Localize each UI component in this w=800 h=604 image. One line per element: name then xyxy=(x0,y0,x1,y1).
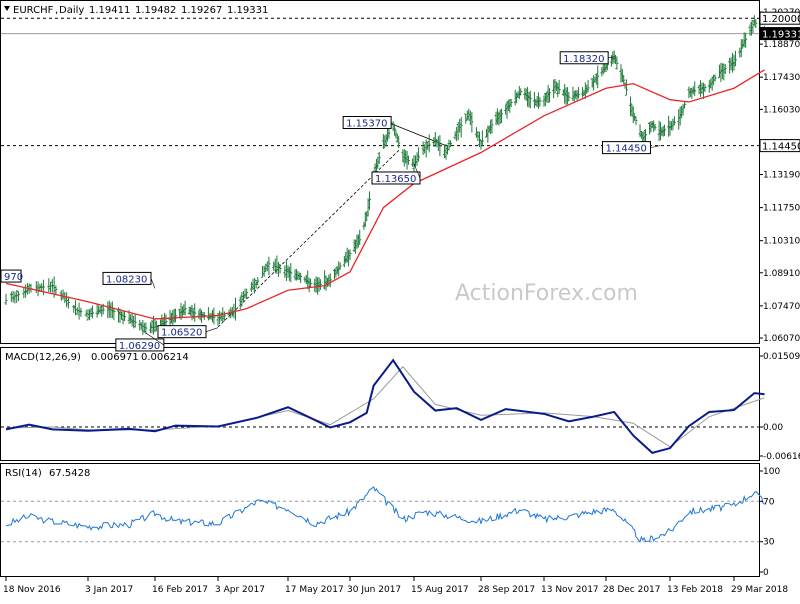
annotation-leader xyxy=(413,163,421,179)
y-tick-label: 1.17430 xyxy=(763,73,800,83)
y-tick-label: 70 xyxy=(763,497,775,507)
macd-header: MACD(12,26,9) 0.006971 0.006214 xyxy=(5,352,189,363)
annotation-label: 1.06290 xyxy=(119,341,160,352)
header-high: 1.19482 xyxy=(135,5,176,16)
x-tick-label: 13 Nov 2017 xyxy=(541,585,599,595)
price-tag xyxy=(759,11,800,25)
annotation-leader xyxy=(150,278,156,289)
x-tick-label: 18 Nov 2016 xyxy=(3,585,61,595)
annotation-leader xyxy=(390,122,394,125)
annotation-label: 1.18320 xyxy=(563,54,604,65)
annotation-leader xyxy=(145,332,165,346)
x-tick-label: 28 Sep 2017 xyxy=(478,585,535,595)
annotation-label: 1.14450 xyxy=(605,144,646,155)
macd-line xyxy=(5,358,765,454)
rsi-plot xyxy=(1,486,765,543)
annotation-label: 970 xyxy=(4,272,23,283)
header-comma: , xyxy=(55,5,58,16)
x-tick-label: 29 Mar 2018 xyxy=(731,585,788,595)
x-tick-label: 13 Feb 2018 xyxy=(667,585,723,595)
x-tick-label: 16 Feb 2017 xyxy=(152,585,208,595)
x-tick-label: 3 Jan 2017 xyxy=(85,585,133,595)
y-tick-label: 1.08910 xyxy=(763,269,800,279)
annotation-box xyxy=(0,269,22,283)
annotation-label: 1.06520 xyxy=(161,328,202,339)
rsi-pane-frame xyxy=(0,463,760,577)
x-tick-label: 28 Dec 2017 xyxy=(603,585,661,595)
header-timeframe: Daily xyxy=(59,5,84,16)
price-tag-label: 1.14450 xyxy=(762,142,800,153)
header-close: 1.19331 xyxy=(227,5,268,16)
rsi-line xyxy=(5,486,765,543)
rsi-header: RSI(14) 67.5428 xyxy=(5,468,90,479)
macd-plot xyxy=(1,358,765,454)
price-tag-label: 1.20000 xyxy=(762,14,800,25)
y-tick-label: 1.13190 xyxy=(763,171,800,181)
annotation-label: 1.13650 xyxy=(375,174,416,185)
header-open: 1.19411 xyxy=(89,5,130,16)
annotation-box xyxy=(115,338,165,352)
y-tick-label: -0.006163 xyxy=(763,452,800,462)
y-tick-label: 1.06070 xyxy=(763,334,800,344)
price-tag-label: 1.19331 xyxy=(762,30,800,41)
rsi-header-label: RSI(14) xyxy=(5,468,42,479)
annotation-label: 1.08230 xyxy=(106,274,147,285)
macd-header-value: 0.006971 xyxy=(91,352,139,363)
rsi-header-value: 67.5428 xyxy=(49,468,90,479)
annotation-label: 1.15370 xyxy=(346,118,387,129)
header-low: 1.19267 xyxy=(181,5,222,16)
x-tick-label: 15 Aug 2017 xyxy=(411,585,469,595)
x-tick-label: 17 May 2017 xyxy=(285,585,344,595)
price-tag xyxy=(759,139,800,153)
annotation-leader xyxy=(608,56,615,59)
y-tick-label: 1.18870 xyxy=(763,40,800,50)
trend-line xyxy=(217,148,401,328)
macd-header-label: MACD(12,26,9) xyxy=(5,352,81,363)
price-tag xyxy=(759,27,800,41)
x-tick-label: 3 Apr 2017 xyxy=(215,585,265,595)
dropdown-arrow-icon xyxy=(4,6,10,11)
y-tick-label: 1.10310 xyxy=(763,237,800,247)
watermark: ActionForex.com xyxy=(455,281,638,306)
y-tick-label: 0.00 xyxy=(763,423,783,433)
y-tick-label: 0 xyxy=(763,568,769,578)
macd-header-signal: 0.006214 xyxy=(141,352,189,363)
y-tick-label: 30 xyxy=(763,538,775,548)
price-header: EURCHF , Daily 1.19411 1.19482 1.19267 1… xyxy=(4,5,268,16)
annotation-leader xyxy=(650,145,661,148)
x-tick-label: 30 Jun 2017 xyxy=(347,585,401,595)
y-tick-label: 100 xyxy=(763,467,780,477)
annotation-leader xyxy=(205,327,219,332)
header-symbol: EURCHF xyxy=(13,5,54,16)
y-tick-label: 1.16030 xyxy=(763,105,800,115)
macd-pane-frame xyxy=(0,347,760,461)
moving-average-line xyxy=(5,69,765,320)
y-tick-label: 1.07470 xyxy=(763,302,800,312)
y-tick-label: 0.015092 xyxy=(763,352,800,362)
y-tick-label: 1.11750 xyxy=(763,204,800,214)
axes: 1.202701.188701.174301.160301.145901.131… xyxy=(3,8,800,595)
